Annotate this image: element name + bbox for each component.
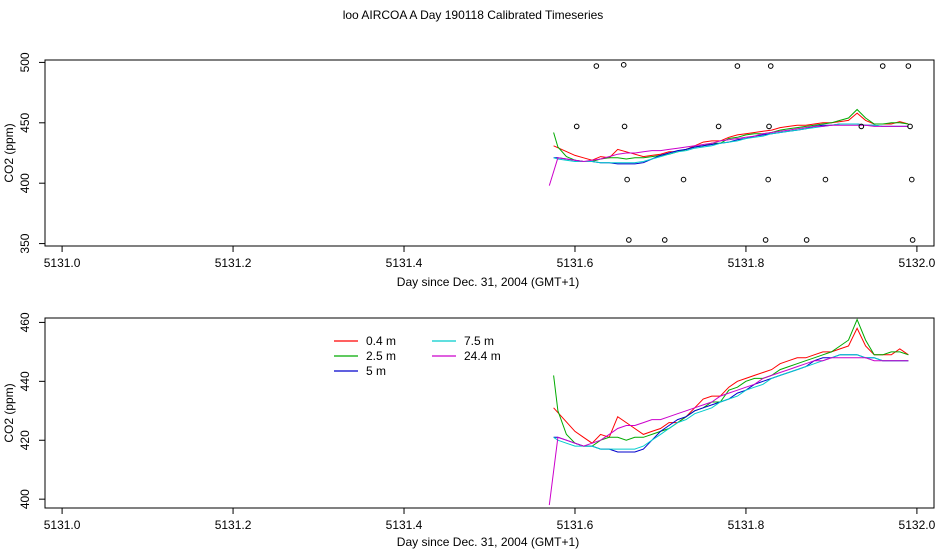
top-point: [620, 62, 627, 68]
top-x-tick-label: 5131.4: [386, 256, 423, 270]
top-y-tick-label: 400: [18, 173, 32, 193]
bottom-x-tick-label: 5131.6: [557, 518, 594, 532]
top-point: [593, 63, 600, 69]
top-point: [766, 123, 772, 130]
top-plot-frame: [44, 59, 935, 247]
top-point: [762, 237, 769, 243]
bottom-panel: 5131.0 5131.2 5131.4 5131.6 5131.8 5132.0 400 4…: [2, 312, 936, 549]
top-point: [621, 123, 628, 130]
top-x-axis-label: Day since Dec. 31, 2004 (GMT+1): [397, 275, 579, 289]
top-point: [822, 176, 829, 183]
bottom-x-tick-label: 5131.4: [386, 518, 423, 532]
bottom-axes: 5131.0 5131.2 5131.4 5131.6 5131.8 5132.0 400 4…: [18, 312, 936, 532]
top-axes: 5131.0 5131.2 5131.4 5131.6 5131.8 5132.0 350 4…: [18, 52, 936, 270]
bottom-y-tick-label: 420: [18, 430, 32, 450]
top-point: [879, 63, 886, 69]
top-line-7-5-m: [553, 123, 909, 164]
legend-label: 0.4 m: [366, 334, 396, 348]
top-y-tick-label: 350: [18, 233, 32, 253]
top-point: [626, 237, 632, 243]
top-y-axis-label: CO2 (ppm): [2, 123, 16, 182]
bottom-line-2-5-m: [553, 318, 909, 447]
top-series-lines: [548, 108, 909, 186]
top-x-tick-label: 5132.0: [899, 256, 936, 270]
top-y-tick-label: 450: [18, 112, 32, 132]
legend-label: 24.4 m: [464, 349, 501, 363]
top-x-tick-label: 5131.6: [557, 256, 594, 270]
top-line-0-4-m: [553, 112, 909, 161]
bottom-y-tick-label: 460: [18, 312, 32, 332]
chart-title: loo AIRCOA A Day 190118 Calibrated Times…: [343, 8, 604, 22]
top-point: [909, 237, 916, 243]
top-y-tick-label: 500: [18, 52, 32, 72]
bottom-x-axis-label: Day since Dec. 31, 2004 (GMT+1): [397, 535, 579, 549]
bottom-line-0-4-m: [553, 327, 909, 444]
bottom-line-5-m: [553, 354, 909, 453]
bottom-plot-frame: [44, 317, 935, 509]
bottom-y-axis-label: CO2 (ppm): [2, 383, 16, 442]
top-point: [734, 63, 741, 69]
top-point: [803, 237, 810, 243]
top-point: [680, 176, 687, 183]
top-point: [908, 176, 915, 183]
top-point: [715, 123, 722, 130]
legend-label: 5 m: [366, 364, 386, 378]
bottom-y-tick-label: 400: [18, 489, 32, 509]
bottom-x-tick-label: 5132.0: [899, 518, 936, 532]
bottom-y-tick-label: 440: [18, 371, 32, 391]
top-point: [765, 176, 771, 183]
top-panel: 5131.0 5131.2 5131.4 5131.6 5131.8 5132.0 350 4…: [2, 52, 936, 289]
top-point: [624, 176, 630, 183]
bottom-line-24-4-m: [548, 357, 909, 506]
legend: 0.4 m2.5 m5 m 7.5 m24.4 m: [334, 334, 501, 378]
bottom-line-7-5-m: [553, 354, 909, 450]
legend-label: 7.5 m: [464, 334, 494, 348]
top-x-tick-label: 5131.8: [728, 256, 765, 270]
top-point: [573, 123, 580, 130]
top-point: [661, 237, 668, 243]
top-points: [573, 62, 916, 243]
top-point: [905, 63, 912, 69]
top-line-24-4-m: [548, 124, 909, 186]
top-point: [858, 123, 865, 130]
top-x-tick-label: 5131.0: [44, 256, 81, 270]
bottom-x-tick-label: 5131.2: [215, 518, 252, 532]
bottom-x-tick-label: 5131.0: [44, 518, 81, 532]
top-line-2-5-m: [553, 108, 909, 162]
top-point: [767, 63, 774, 69]
bottom-x-tick-label: 5131.8: [728, 518, 765, 532]
bottom-series-lines: [548, 318, 909, 506]
top-x-tick-label: 5131.2: [215, 256, 252, 270]
top-point: [907, 123, 913, 130]
legend-label: 2.5 m: [366, 349, 396, 363]
